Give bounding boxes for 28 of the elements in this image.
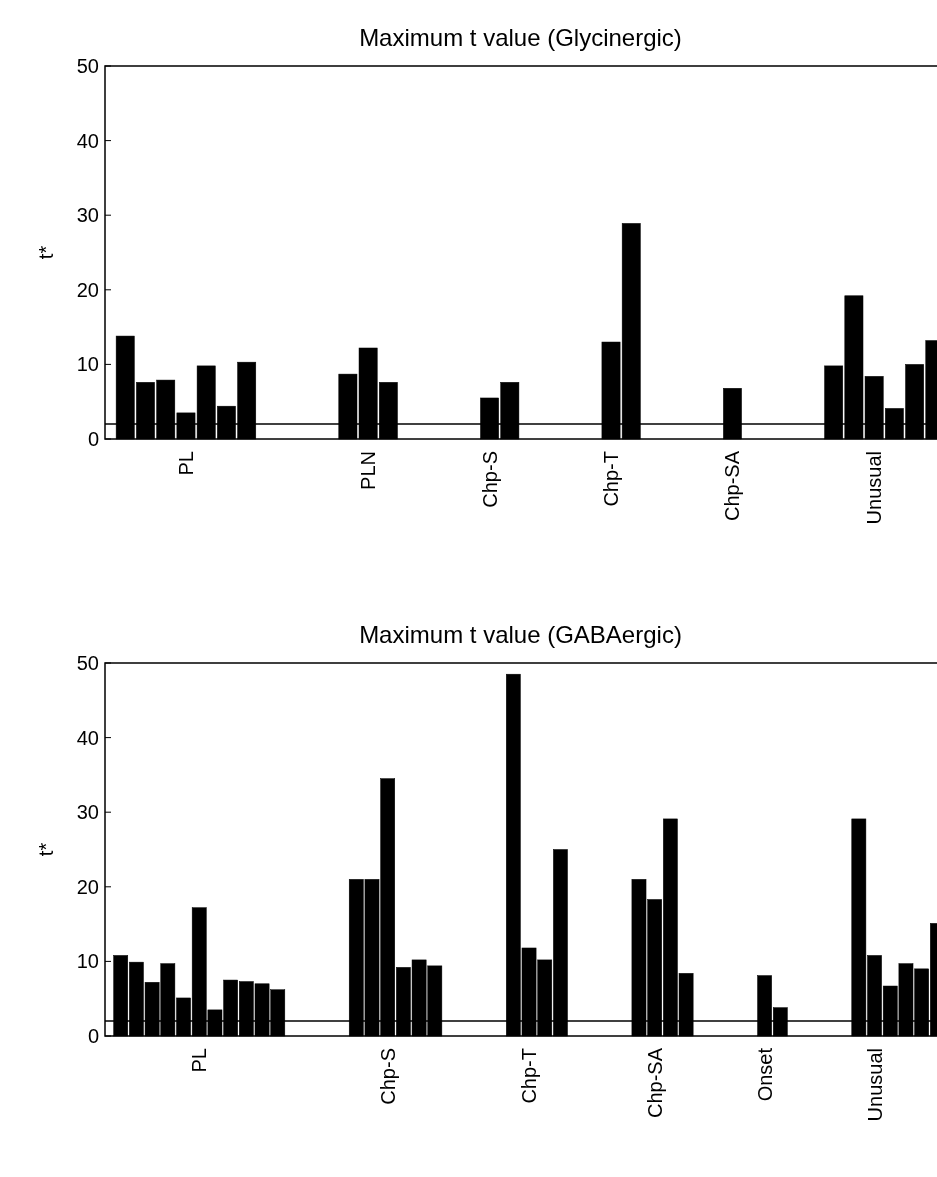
y-tick-label: 40 [76, 726, 99, 749]
y-tick-label: 0 [87, 1025, 99, 1047]
x-tick-label: PL [188, 1048, 211, 1073]
x-tick-label: Chp-SA [643, 1047, 666, 1119]
y-tick-label: 30 [76, 801, 99, 824]
y-tick-label: 10 [76, 950, 99, 973]
y-tick-label: 20 [76, 875, 99, 898]
y-tick-label: 0 [87, 428, 99, 450]
x-tick-label: Chp-S [376, 1048, 399, 1105]
y-axis-title: t* [35, 842, 57, 857]
y-tick-label: 50 [76, 652, 99, 674]
x-tick-label: Unusual [863, 1048, 886, 1122]
y-axis-title: t* [35, 245, 57, 260]
x-tick-label: Unusual [863, 451, 886, 525]
y-tick-label: 50 [76, 55, 99, 77]
x-tick-label: Onset [753, 1047, 776, 1102]
y-tick-label: 40 [76, 129, 99, 152]
x-tick-label: Chp-SA [721, 450, 744, 522]
y-tick-label: 20 [76, 278, 99, 301]
y-tick-label: 30 [76, 204, 99, 227]
x-tick-label: Chp-T [600, 451, 623, 507]
chart-title: Maximum t value (Glycinergic) [359, 24, 682, 51]
x-tick-label: PLN [357, 451, 380, 490]
x-tick-label: Chp-S [478, 451, 501, 508]
y-tick-label: 10 [76, 353, 99, 376]
chart-title: Maximum t value (GABAergic) [359, 621, 682, 648]
x-tick-label: Chp-T [518, 1048, 541, 1104]
x-tick-label: PL [174, 451, 197, 476]
